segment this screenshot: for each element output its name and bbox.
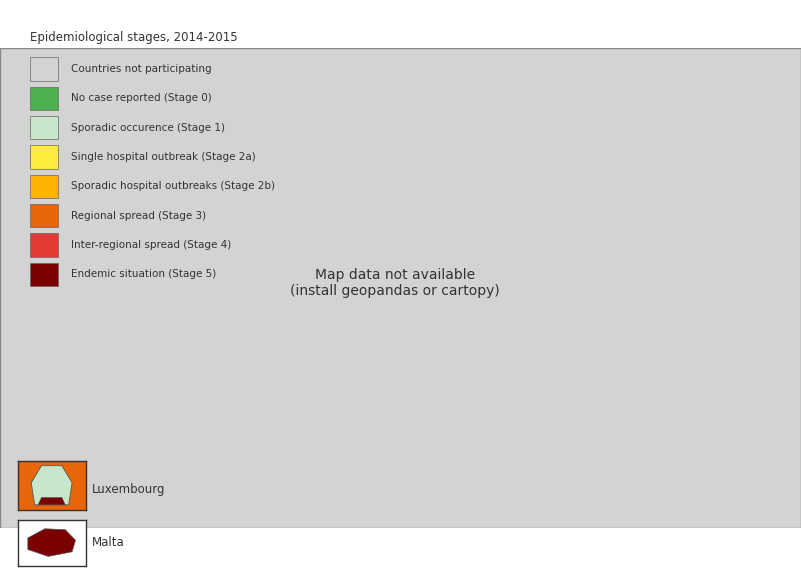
Text: Malta: Malta <box>92 536 125 549</box>
Bar <box>30 204 58 228</box>
Polygon shape <box>28 529 75 556</box>
Text: Map data not available
(install geopandas or cartopy): Map data not available (install geopanda… <box>290 268 500 298</box>
Polygon shape <box>31 465 72 505</box>
Text: Luxembourg: Luxembourg <box>92 483 166 496</box>
Bar <box>30 263 58 286</box>
Bar <box>30 233 58 257</box>
Text: Epidemiological stages, 2014-2015: Epidemiological stages, 2014-2015 <box>30 31 238 44</box>
Text: Single hospital outbreak (Stage 2a): Single hospital outbreak (Stage 2a) <box>70 152 256 162</box>
Bar <box>30 145 58 169</box>
Bar <box>30 58 58 81</box>
Text: Sporadic occurence (Stage 1): Sporadic occurence (Stage 1) <box>70 123 225 132</box>
Text: Sporadic hospital outbreaks (Stage 2b): Sporadic hospital outbreaks (Stage 2b) <box>70 181 275 191</box>
Text: No case reported (Stage 0): No case reported (Stage 0) <box>70 93 211 104</box>
Text: Countries not participating: Countries not participating <box>70 64 211 74</box>
Text: Regional spread (Stage 3): Regional spread (Stage 3) <box>70 211 206 221</box>
Text: Endemic situation (Stage 5): Endemic situation (Stage 5) <box>70 270 216 279</box>
Bar <box>30 87 58 110</box>
Polygon shape <box>38 498 65 505</box>
Bar <box>30 116 58 139</box>
Bar <box>30 175 58 198</box>
Text: Inter-regional spread (Stage 4): Inter-regional spread (Stage 4) <box>70 240 231 250</box>
